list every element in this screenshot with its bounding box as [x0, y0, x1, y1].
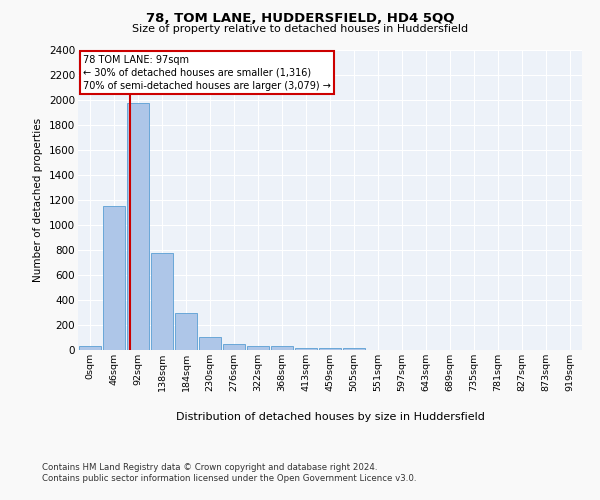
Bar	[295, 348, 317, 350]
Bar	[127, 102, 149, 350]
Bar	[79, 346, 101, 350]
Text: Size of property relative to detached houses in Huddersfield: Size of property relative to detached ho…	[132, 24, 468, 34]
Bar	[343, 348, 365, 350]
Y-axis label: Number of detached properties: Number of detached properties	[34, 118, 43, 282]
Text: Contains HM Land Registry data © Crown copyright and database right 2024.: Contains HM Land Registry data © Crown c…	[42, 462, 377, 471]
Bar	[271, 346, 293, 350]
Bar	[319, 348, 341, 350]
Text: Contains public sector information licensed under the Open Government Licence v3: Contains public sector information licen…	[42, 474, 416, 483]
Bar	[247, 346, 269, 350]
Bar	[175, 312, 197, 350]
Bar	[199, 337, 221, 350]
Text: Distribution of detached houses by size in Huddersfield: Distribution of detached houses by size …	[176, 412, 484, 422]
Bar	[223, 344, 245, 350]
Text: 78 TOM LANE: 97sqm
← 30% of detached houses are smaller (1,316)
70% of semi-deta: 78 TOM LANE: 97sqm ← 30% of detached hou…	[83, 54, 331, 91]
Bar	[151, 253, 173, 350]
Text: 78, TOM LANE, HUDDERSFIELD, HD4 5QQ: 78, TOM LANE, HUDDERSFIELD, HD4 5QQ	[146, 12, 454, 26]
Bar	[103, 206, 125, 350]
